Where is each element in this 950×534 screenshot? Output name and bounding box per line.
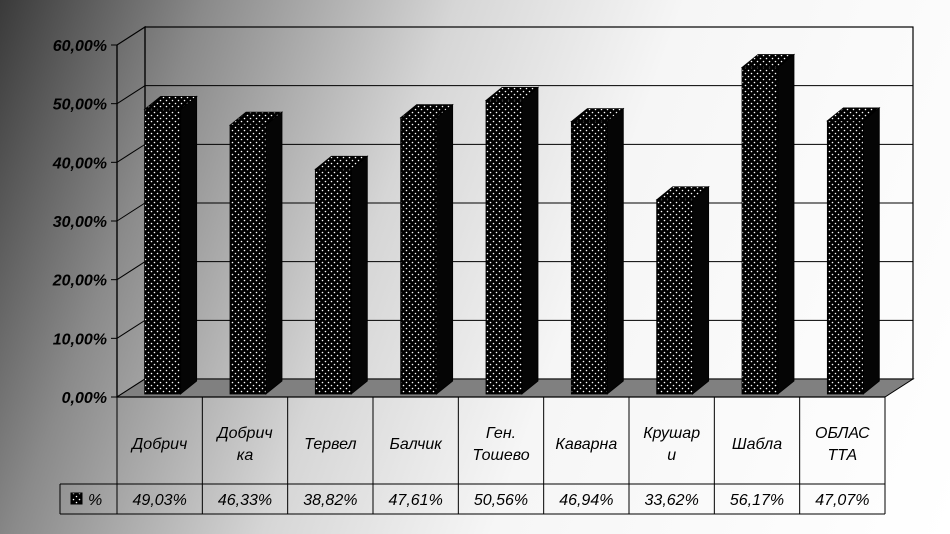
bar-front: [400, 117, 438, 395]
bar: [570, 107, 625, 395]
data-label: 33,62%: [645, 492, 699, 509]
category-label: Крушар и: [643, 425, 700, 464]
data-label: 46,33%: [218, 492, 272, 509]
bar: [484, 86, 540, 395]
category-label: Балчик: [389, 436, 443, 453]
legend-swatch: [70, 492, 83, 505]
data-label: 49,03%: [133, 492, 187, 509]
category-label: Шабла: [732, 436, 782, 453]
bar-side: [350, 155, 368, 395]
category-label: Ген. Тошево: [472, 425, 529, 464]
bar-front: [741, 67, 779, 395]
y-tick-label: 10,00%: [53, 331, 107, 348]
bar-side: [180, 95, 198, 395]
bar-side: [436, 103, 454, 395]
bar-front: [144, 108, 182, 395]
data-table: % Добрич 49,03% Добрич ка 46,33% Тервел 38,82% Б…: [59, 396, 886, 515]
bar: [228, 111, 284, 395]
y-tick-label: 20,00%: [52, 273, 107, 290]
data-label: 47,61%: [389, 492, 443, 509]
category-label: Каварна: [555, 436, 617, 453]
data-label: 47,07%: [815, 492, 869, 509]
data-label: 56,17%: [730, 492, 784, 509]
y-tick-label: 50,00%: [53, 97, 107, 114]
y-axis: 0,00% 10,00% 20,00% 30,00% 40,00% 50,00% 60,00…: [52, 38, 118, 407]
bar: [740, 53, 796, 395]
bar-side: [777, 53, 795, 395]
category-label: Тервел: [304, 436, 356, 453]
data-label: 46,94%: [559, 492, 613, 509]
legend-label: %: [88, 492, 102, 509]
bar: [143, 95, 198, 395]
bar-side: [692, 185, 710, 395]
data-label: 50,56%: [474, 492, 528, 509]
bars: [143, 53, 881, 395]
category-label: ОБЛАС ТТА: [815, 425, 870, 464]
y-tick-label: 40,00%: [52, 155, 107, 172]
gridline: [116, 85, 913, 105]
bar-front: [826, 120, 864, 395]
bar-front: [314, 168, 352, 395]
bar: [399, 103, 454, 395]
bar-side: [521, 86, 539, 395]
y-tick-label: 60,00%: [53, 38, 107, 55]
bar-side: [862, 107, 880, 395]
bar-side: [265, 111, 283, 395]
bar: [655, 185, 710, 395]
data-label: 38,82%: [303, 492, 357, 509]
category-label: Добрич: [130, 436, 187, 453]
y-tick-label: 30,00%: [53, 214, 107, 231]
bar-side: [606, 107, 624, 395]
bar-front: [570, 121, 608, 395]
bar-front: [485, 99, 523, 395]
bar-front: [229, 124, 267, 395]
bar: [314, 155, 369, 395]
bar: [826, 107, 881, 395]
category-label: Добрич ка: [215, 425, 272, 464]
y-tick-label: 0,00%: [62, 390, 107, 407]
bar-front: [656, 199, 694, 395]
